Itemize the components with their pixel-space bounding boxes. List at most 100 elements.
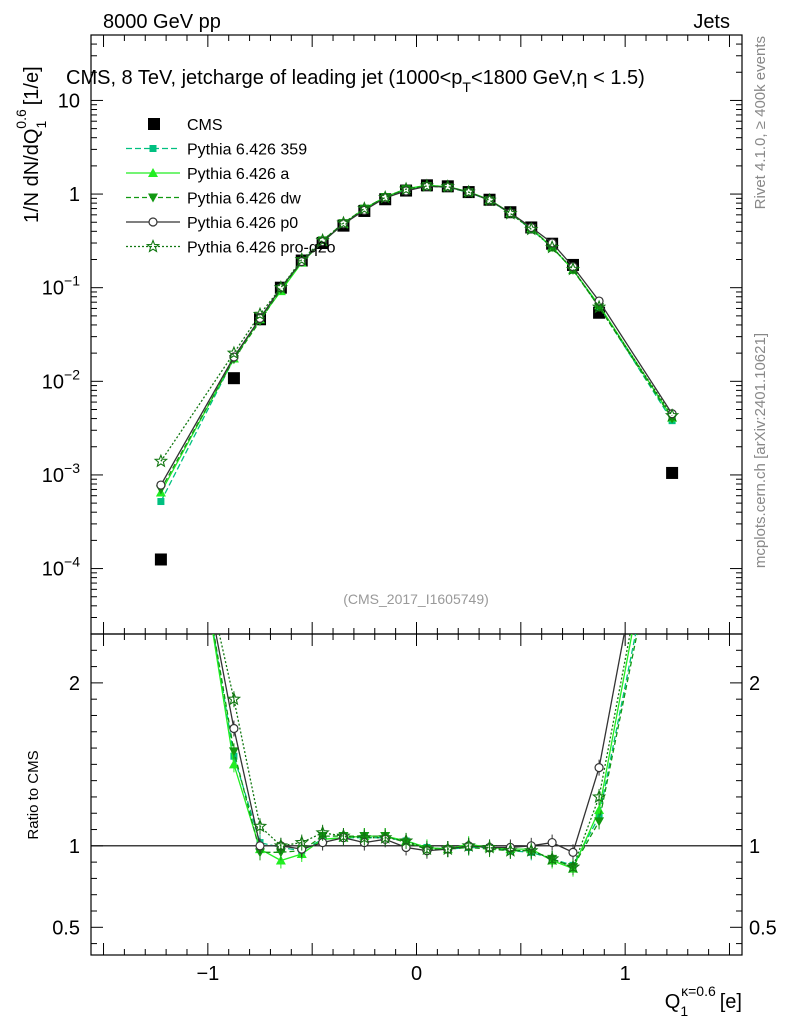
legend-item-pdw: Pythia 6.426 dw <box>126 191 301 208</box>
main-y-tick-label: 10−1 <box>42 273 80 300</box>
ratio-point-pq2o <box>524 843 539 857</box>
mcplots-source-label: mcplots.cern.ch [arXiv:2401.10621] <box>752 333 769 568</box>
data-point-pq2o <box>461 184 476 199</box>
ratio-point-pq2o <box>273 838 289 852</box>
data-point-pq2o <box>357 201 372 215</box>
ratio-y-tick-label-left: 2 <box>69 673 80 695</box>
x-tick-label: −1 <box>196 963 219 985</box>
legend: CMS Pythia 6.426 359 Pythia 6.426 a Pythia … <box>126 117 336 257</box>
ratio-point-pq2o <box>419 841 435 856</box>
ratio-y-tick-label-right: 2 <box>749 673 760 695</box>
ratio-point-pq2o <box>336 828 351 843</box>
plot-title: CMS, 8 TeV, jetcharge of leading jet (10… <box>66 67 645 95</box>
data-point-pq2o <box>524 221 539 236</box>
legend-marker-pa <box>148 168 158 177</box>
data-point-pq2o <box>315 232 330 247</box>
legend-marker-pp0 <box>148 217 158 227</box>
main-y-tick-label: 10−4 <box>42 554 80 581</box>
data-point-pq2o <box>503 205 518 220</box>
data-point-p359 <box>157 498 165 506</box>
rivet-version-label: Rivet 4.1.0, ≥ 400k events <box>752 36 769 209</box>
legend-marker-pdw <box>148 193 158 203</box>
data-point-pq2o <box>294 251 309 266</box>
data-point-cms <box>227 372 240 385</box>
legend-label: CMS <box>187 117 223 134</box>
main-y-tick-label: 1 <box>69 184 80 206</box>
data-point-pq2o <box>153 453 169 468</box>
data-point-cms <box>666 466 679 479</box>
ratio-point-pp0 <box>594 763 604 773</box>
series-pq2o <box>153 178 680 468</box>
main-plot-panel: 10−4 10−3 10−2 10−1 1 10 <box>42 34 743 635</box>
series-line-p359 <box>160 185 673 502</box>
ratio-point-pq2o <box>544 851 560 865</box>
x-axis-label: Q1κ=0.6 [e] <box>665 983 742 1019</box>
header-right-label: Jets <box>693 11 730 33</box>
ratio-point-pp0 <box>568 847 578 857</box>
ratio-series-pa <box>212 634 633 877</box>
data-point-pq2o <box>544 239 560 254</box>
legend-marker-pq2o <box>145 238 161 253</box>
ratio-point-pq2o <box>440 841 455 856</box>
x-tick-label: 1 <box>620 963 631 985</box>
data-point-pq2o <box>591 299 607 314</box>
ratio-y-tick-label-left: 0.5 <box>52 917 80 939</box>
ratio-point-pq2o <box>378 830 393 844</box>
ratio-point-pp0 <box>255 841 265 851</box>
legend-item-pp0: Pythia 6.426 p0 <box>126 215 298 232</box>
main-y-tick-label: 10 <box>58 90 80 112</box>
data-point-pp0 <box>229 352 239 362</box>
legend-label: Pythia 6.426 pro-q2o <box>187 240 336 257</box>
ratio-point-pq2o <box>565 859 581 874</box>
ratio-y-tick-label-left: 1 <box>69 836 80 858</box>
ratio-series-pp0 <box>215 634 625 861</box>
data-point-pq2o <box>336 215 351 230</box>
ratio-series-pq2o <box>218 634 631 876</box>
data-point-pq2o <box>565 261 581 276</box>
ratio-line-p359 <box>212 634 637 867</box>
data-point-pq2o <box>664 408 680 422</box>
ratio-y-tick-label-right: 1 <box>749 836 760 858</box>
data-point-pq2o <box>226 345 242 360</box>
ratio-point-pq2o <box>226 691 242 706</box>
ratio-point-pq2o <box>252 818 268 833</box>
legend-label: Pythia 6.426 p0 <box>187 215 298 232</box>
ratio-y-axis-label: Ratio to CMS <box>25 750 42 839</box>
data-point-pq2o <box>273 280 289 294</box>
legend-label: Pythia 6.426 a <box>187 166 289 183</box>
ratio-line-pq2o <box>218 634 631 868</box>
legend-item-p359: Pythia 6.426 359 <box>126 142 307 159</box>
analysis-watermark: (CMS_2017_I1605749) <box>343 591 489 607</box>
ratio-point-pdw <box>594 817 605 827</box>
legend-marker-cms <box>148 118 160 130</box>
legend-marker-p359 <box>149 145 157 152</box>
series-line-pq2o <box>160 185 673 462</box>
data-point-pq2o <box>440 179 455 193</box>
data-point-pq2o <box>419 178 435 193</box>
legend-item-pa: Pythia 6.426 a <box>126 166 289 183</box>
ratio-point-pq2o <box>461 838 476 852</box>
legend-item-pq2o: Pythia 6.426 pro-q2o <box>126 238 336 257</box>
main-y-tick-label: 10−2 <box>42 366 80 393</box>
header-left-label: 8000 GeV pp <box>103 11 221 33</box>
data-point-cms <box>154 553 167 566</box>
ratio-line-pdw <box>213 634 638 868</box>
ratio-point-pq2o <box>398 833 414 848</box>
series-cms <box>154 179 679 566</box>
main-y-axis-label: 1/N dN/dQ10.6[1/e] <box>13 66 49 223</box>
ratio-point-pq2o <box>294 835 309 849</box>
data-point-pp0 <box>156 480 166 490</box>
x-tick-label: 0 <box>411 963 422 985</box>
legend-label: Pythia 6.426 359 <box>187 142 307 159</box>
legend-item-cms: CMS <box>148 117 223 134</box>
ratio-point-pa <box>228 759 239 769</box>
ratio-point-pq2o <box>591 789 607 804</box>
ratio-point-pq2o <box>503 843 518 857</box>
ratio-point-pq2o <box>315 825 330 839</box>
ratio-point-pq2o <box>357 830 372 844</box>
ratio-point-pq2o <box>482 839 497 854</box>
legend-label: Pythia 6.426 dw <box>187 191 301 208</box>
ratio-line-pa <box>212 634 633 870</box>
ratio-plot-panel: 0.5 0.5 1 1 2 2 −1 0 1 <box>52 633 777 985</box>
